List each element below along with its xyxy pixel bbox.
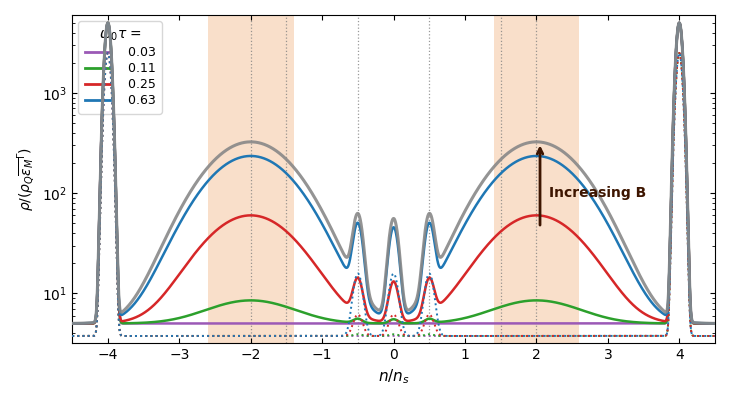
X-axis label: $n/n_s$: $n/n_s$	[377, 367, 410, 386]
Bar	[493, 15, 580, 343]
Y-axis label: $\rho/(\rho_Q \overline{\epsilon_M}^\Gamma)$: $\rho/(\rho_Q \overline{\epsilon_M}^\Gam…	[15, 147, 36, 211]
Bar	[208, 15, 293, 343]
Legend:   0.03,   0.11,   0.25,   0.63: 0.03, 0.11, 0.25, 0.63	[78, 21, 162, 113]
Text: Increasing B: Increasing B	[549, 186, 647, 200]
